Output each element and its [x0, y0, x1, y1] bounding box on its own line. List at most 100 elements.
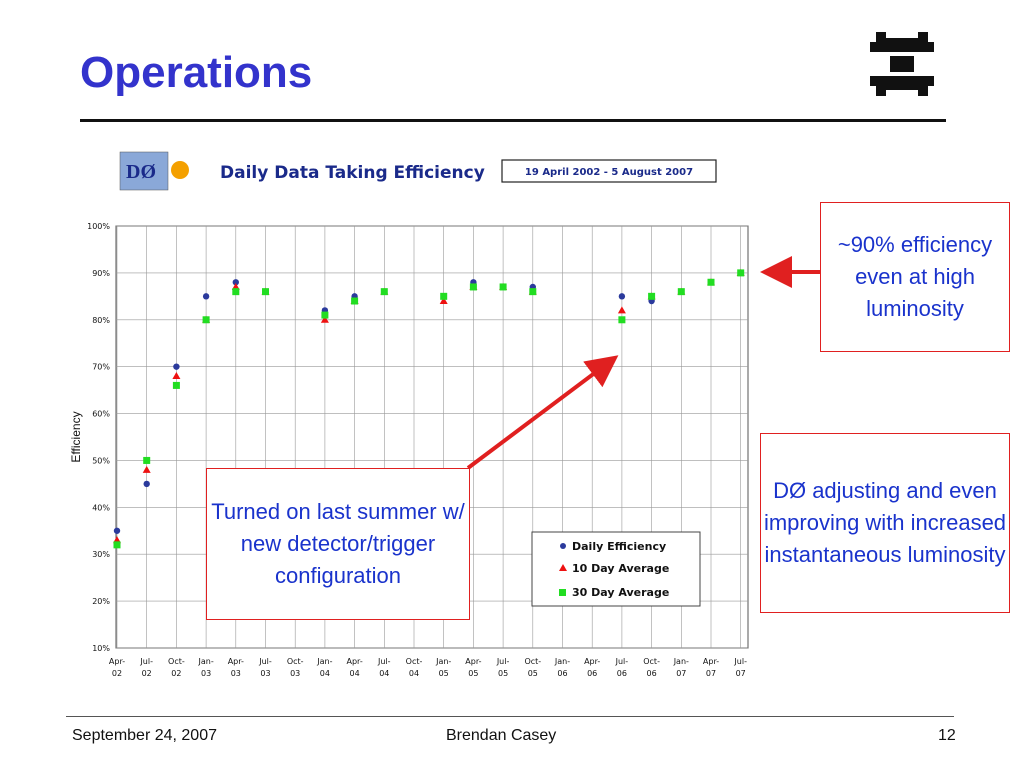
legend-10-day-marker	[559, 564, 567, 571]
x-tick-label: 05	[498, 669, 508, 678]
data-point-daily	[202, 293, 210, 300]
x-tick-label: Jul-	[496, 657, 510, 666]
data-point-30-day	[737, 269, 745, 277]
x-tick-label: Jan-	[197, 657, 213, 666]
y-tick-label: 100%	[87, 222, 110, 231]
x-tick-label: Apr-	[109, 657, 125, 666]
data-point-10-day	[439, 297, 448, 305]
x-tick-label: Jan-	[554, 657, 570, 666]
footer-rule	[66, 716, 954, 717]
callout-new-configuration: Turned on last summer w/ new detector/tr…	[206, 468, 470, 620]
x-tick-label: 02	[171, 669, 181, 678]
x-tick-label: Jul-	[733, 657, 747, 666]
x-tick-label: 05	[528, 669, 538, 678]
data-point-daily	[143, 480, 150, 488]
x-tick-label: 03	[260, 669, 270, 678]
x-tick-label: Oct-	[643, 657, 660, 666]
data-point-10-day	[320, 315, 329, 323]
data-point-30-day	[172, 381, 180, 389]
x-tick-label: 03	[290, 669, 300, 678]
data-point-30-day	[321, 311, 329, 319]
x-tick-label: Apr-	[465, 657, 481, 666]
data-point-daily	[618, 293, 626, 300]
x-tick-label: Oct-	[287, 657, 304, 666]
x-tick-label: 05	[439, 669, 449, 678]
x-tick-label: Jul-	[139, 657, 153, 666]
x-tick-label: 06	[587, 669, 597, 678]
x-tick-label: Jan-	[435, 657, 451, 666]
x-tick-label: 04	[320, 669, 330, 678]
data-point-10-day	[172, 372, 181, 380]
fermilab-logo	[870, 32, 934, 96]
arrow-to-2006-restart	[466, 355, 619, 470]
legend: Daily Efficiency 10 Day Average 30 Day A…	[531, 531, 701, 607]
x-tick-label: 04	[350, 669, 360, 678]
footer-date: September 24, 2007	[72, 727, 217, 744]
data-point-30-day	[262, 288, 269, 296]
data-point-30-day	[380, 288, 388, 296]
callout-high-luminosity: ~90% efficiency even at high luminosity	[820, 202, 1010, 352]
legend-30-day-label: 30 Day Average	[572, 586, 669, 599]
series-30-day	[113, 269, 745, 549]
callout-improving: DØ adjusting and even improving with inc…	[760, 433, 1010, 613]
x-tick-label: 02	[112, 669, 122, 678]
x-tick-label: Oct-	[524, 657, 541, 666]
x-tick-label: Apr-	[346, 657, 362, 666]
x-tick-label: Jul-	[377, 657, 391, 666]
chart-subtitle: 19 April 2002 - 5 August 2007	[525, 167, 693, 178]
legend-daily-marker	[560, 543, 566, 549]
data-point-30-day	[143, 456, 151, 464]
y-tick-label: 70%	[92, 363, 110, 372]
x-tick-label: Jan-	[673, 657, 689, 666]
legend-daily-label: Daily Efficiency	[572, 540, 666, 553]
x-tick-label: 05	[468, 669, 478, 678]
y-tick-label: 90%	[92, 269, 110, 278]
x-tick-label: 06	[557, 669, 567, 678]
y-tick-label: 20%	[92, 597, 110, 606]
x-tick-label: Oct-	[406, 657, 423, 666]
footer-page-number: 12	[938, 727, 956, 744]
footer-author: Brendan Casey	[446, 727, 557, 744]
y-axis-label: Efficiency	[69, 411, 83, 462]
data-point-30-day	[202, 316, 210, 324]
y-tick-label: 80%	[92, 316, 110, 325]
x-tick-label: Apr-	[703, 657, 719, 666]
legend-30-day-marker	[559, 589, 566, 596]
x-tick-label: 07	[676, 669, 686, 678]
y-tick-label: 30%	[92, 550, 110, 559]
star-icon	[171, 161, 189, 179]
data-point-30-day	[618, 316, 626, 324]
data-point-daily	[232, 279, 239, 286]
data-point-30-day	[677, 288, 685, 296]
data-point-10-day	[617, 306, 626, 314]
legend-box	[531, 531, 701, 607]
y-tick-label: 50%	[92, 456, 110, 465]
x-tick-label: Apr-	[584, 657, 600, 666]
x-tick-label: Jul-	[615, 657, 629, 666]
x-tick-label: 06	[617, 669, 627, 678]
chart-header: DØ Daily Data Taking Efficiency 19 April…	[119, 151, 717, 191]
x-axis: Apr- 02 Jul- 02 Oct- 02 Jan- 03 Apr- 03 Jul- 03 Oct-…	[109, 657, 747, 678]
data-point-30-day	[499, 283, 507, 291]
data-point-10-day	[142, 465, 151, 473]
x-tick-label: 02	[142, 669, 152, 678]
x-tick-label: 06	[647, 669, 657, 678]
x-tick-label: 03	[201, 669, 211, 678]
x-tick-label: 07	[736, 669, 746, 678]
data-point-30-day	[113, 541, 121, 549]
x-tick-label: Jul-	[258, 657, 272, 666]
do-logo-text: DØ	[126, 161, 156, 183]
x-tick-label: 03	[231, 669, 241, 678]
y-tick-label: 10%	[92, 644, 110, 653]
data-point-30-day	[440, 292, 448, 300]
data-point-30-day	[232, 288, 240, 296]
title-rule	[80, 119, 946, 122]
x-tick-label: Jan-	[316, 657, 332, 666]
chart-title: Daily Data Taking Efficiency	[220, 163, 485, 183]
x-tick-label: 04	[409, 669, 419, 678]
data-point-30-day	[707, 278, 715, 286]
x-tick-label: 04	[379, 669, 389, 678]
legend-10-day-label: 10 Day Average	[572, 562, 669, 575]
slide-title: Operations	[80, 48, 313, 97]
y-tick-label: 40%	[92, 503, 110, 512]
